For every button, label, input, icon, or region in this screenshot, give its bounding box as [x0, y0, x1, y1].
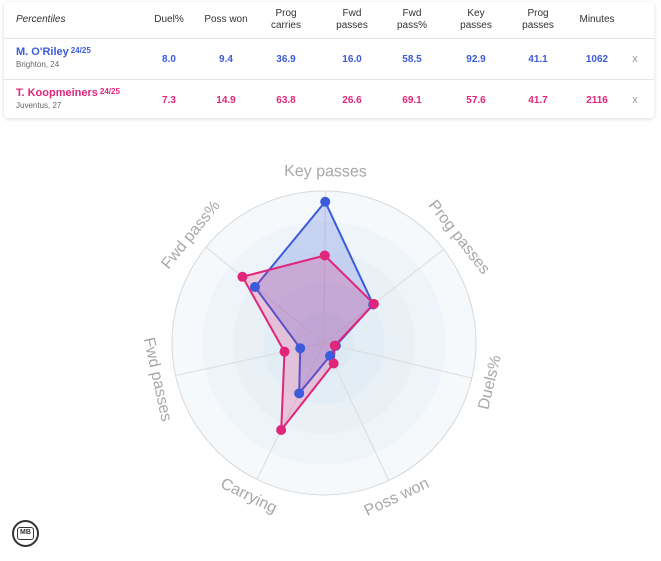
series-area	[241, 254, 375, 431]
header-prog-carries: Prog carries	[270, 8, 301, 31]
value-minutes: 1062	[585, 53, 609, 65]
header-percentiles: Percentiles	[16, 14, 66, 25]
axis-label: Duels%	[475, 354, 504, 412]
header-prog-passes: Prog passes	[522, 8, 554, 31]
logo: MB	[12, 520, 39, 547]
value-fwd-pass-pct: 58.5	[402, 53, 422, 65]
remove-player-button[interactable]: x	[632, 53, 638, 65]
player-name-text: M. O'Riley	[16, 46, 69, 58]
header-key-passes: Key passes	[460, 8, 492, 31]
value-prog-passes: 41.1	[528, 53, 548, 65]
player-name[interactable]: M. O'Riley 24/25	[16, 46, 91, 58]
value-key-passes: 57.6	[466, 94, 486, 106]
value-fwd-pass-pct: 69.1	[402, 94, 422, 106]
value-prog-carries: 36.9	[276, 53, 296, 65]
data-point	[329, 340, 340, 351]
value-minutes: 2116	[586, 94, 608, 106]
logo-text: MB	[17, 527, 34, 540]
radar-spoke	[323, 248, 444, 344]
player-name[interactable]: T. Koopmeiners 24/25	[16, 87, 120, 99]
data-point	[368, 298, 379, 309]
data-point	[320, 196, 331, 207]
comparison-table: Percentiles Duel% Poss won Prog carries …	[4, 2, 654, 118]
radar-spoke	[323, 342, 473, 379]
header-minutes: Minutes	[579, 14, 615, 25]
data-point	[279, 346, 290, 357]
header-fwd-pass-pct: Fwd pass%	[396, 8, 427, 31]
radar-spoke	[323, 191, 326, 344]
player-subtitle: Brighton, 24	[16, 60, 60, 69]
header-fwd-passes: Fwd passes	[336, 8, 368, 31]
data-point	[249, 281, 260, 292]
data-point	[328, 358, 339, 369]
player-season: 24/25	[99, 87, 120, 96]
value-duel-pct: 7.3	[162, 94, 176, 106]
data-point	[294, 388, 305, 399]
value-poss-won: 14.9	[216, 94, 236, 106]
value-key-passes: 92.9	[466, 53, 486, 65]
remove-player-button[interactable]: x	[632, 94, 638, 106]
data-point	[237, 271, 248, 282]
value-duel-pct: 8.0	[162, 53, 176, 65]
data-point	[295, 343, 306, 354]
table-row: M. O'Riley 24/25 Brighton, 24 8.0 9.4 36.…	[4, 39, 654, 80]
data-point	[276, 425, 287, 436]
header-duel-pct: Duel%	[154, 14, 184, 25]
table-row: T. Koopmeiners 24/25 Juventus, 27 7.3 14.…	[4, 80, 654, 120]
data-point	[319, 250, 330, 261]
header-poss-won: Poss won	[204, 14, 248, 25]
value-poss-won: 9.4	[219, 53, 233, 65]
value-prog-carries: 63.8	[276, 94, 296, 106]
axis-label: Key passes	[284, 163, 367, 181]
axis-label: Fwd passes	[140, 336, 175, 423]
player-name-text: T. Koopmeiners	[16, 87, 98, 99]
radar-spoke	[205, 246, 325, 344]
player-subtitle: Juventus, 27	[16, 101, 62, 110]
radar-spoke	[256, 342, 325, 480]
value-fwd-passes: 16.0	[342, 53, 362, 65]
value-prog-passes: 41.7	[528, 94, 548, 106]
table-header: Percentiles Duel% Poss won Prog carries …	[4, 2, 654, 39]
value-fwd-passes: 26.6	[342, 94, 362, 106]
player-season: 24/25	[70, 46, 91, 55]
data-point	[325, 350, 336, 361]
